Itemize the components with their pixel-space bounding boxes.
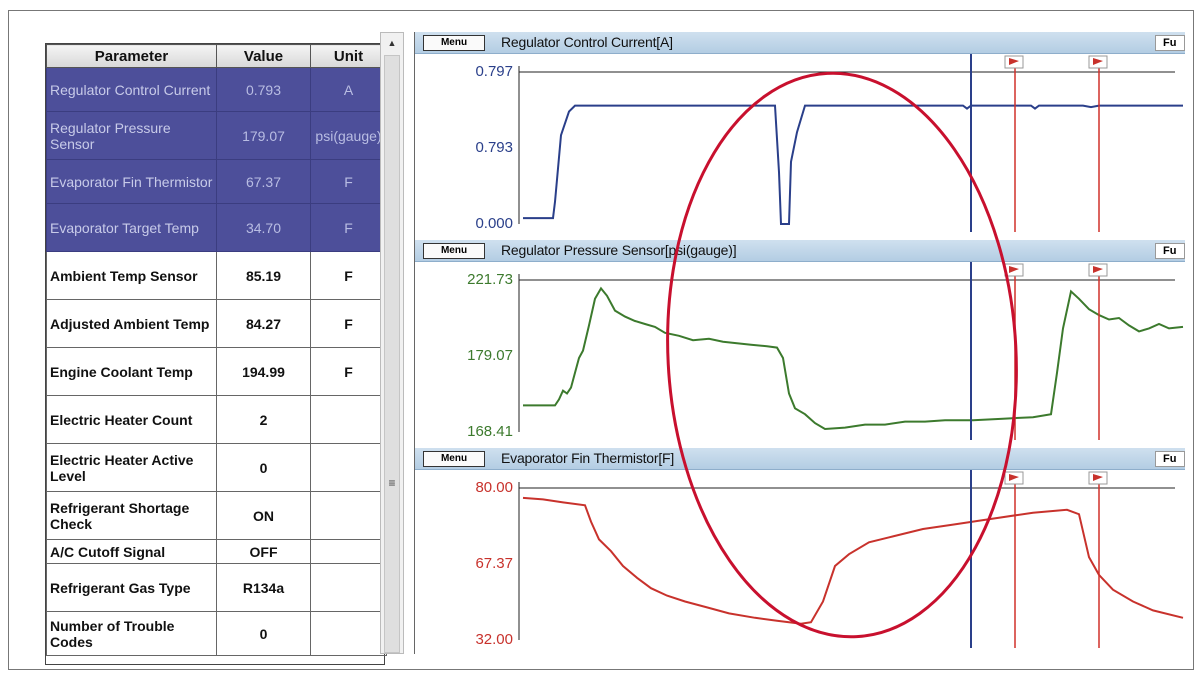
graph-full-button[interactable]: Fu	[1155, 243, 1185, 259]
graph-full-button[interactable]: Fu	[1155, 35, 1185, 51]
row-unit	[310, 395, 387, 444]
graph-title: Evaporator Fin Thermistor[F]	[501, 450, 675, 466]
row-unit	[310, 611, 387, 656]
graph-header: Menu Regulator Control Current[A] Fu	[415, 32, 1185, 54]
row-unit	[310, 539, 387, 564]
table-row[interactable]: Regulator Control Current 0.793 A	[46, 67, 387, 112]
row-value: 194.99	[216, 347, 311, 396]
row-unit	[310, 491, 387, 540]
row-unit	[310, 563, 387, 612]
row-parameter-name: Refrigerant Shortage Check	[46, 491, 217, 540]
graph-3: Menu Evaporator Fin Thermistor[F] Fu 80.00 6…	[415, 448, 1185, 654]
row-unit: F	[310, 159, 387, 204]
flag-icon	[1093, 474, 1103, 481]
y-tick-label: 0.797	[475, 63, 513, 80]
row-value: 0	[216, 611, 311, 656]
graph-2: Menu Regulator Pressure Sensor[psi(gauge)…	[415, 240, 1185, 446]
row-parameter-name: Number of Trouble Codes	[46, 611, 217, 656]
row-value: 84.27	[216, 299, 311, 348]
graph-title: Regulator Pressure Sensor[psi(gauge)]	[501, 242, 737, 258]
row-unit: F	[310, 299, 387, 348]
row-unit: F	[310, 347, 387, 396]
table-row[interactable]: Number of Trouble Codes 0	[46, 611, 387, 656]
row-value: 0	[216, 443, 311, 492]
row-unit: F	[310, 203, 387, 252]
graph-series-line	[523, 286, 1184, 431]
row-parameter-name: Engine Coolant Temp	[46, 347, 217, 396]
table-row[interactable]: Evaporator Fin Thermistor 67.37 F	[46, 159, 387, 204]
table-row[interactable]: A/C Cutoff Signal OFF	[46, 539, 387, 564]
y-tick-label: 221.73	[467, 271, 513, 288]
header-value[interactable]: Value	[216, 44, 311, 68]
row-value: ON	[216, 491, 311, 540]
table-row[interactable]: Regulator Pressure Sensor 179.07 psi(gauge…	[46, 111, 387, 160]
graph-title: Regulator Control Current[A]	[501, 34, 673, 50]
row-unit: F	[310, 251, 387, 300]
row-value: 0.793	[216, 67, 311, 112]
graph-menu-button[interactable]: Menu	[423, 451, 485, 467]
parameter-scrollbar[interactable]: ▲ ≡	[380, 32, 404, 654]
scroll-thumb[interactable]: ≡	[384, 55, 400, 653]
flag-icon	[1093, 58, 1103, 65]
graph-panel: Menu Regulator Control Current[A] Fu 0.797 0…	[414, 32, 1185, 654]
header-unit[interactable]: Unit	[310, 44, 387, 68]
row-parameter-name: Electric Heater Active Level	[46, 443, 217, 492]
graph-header: Menu Regulator Pressure Sensor[psi(gauge)…	[415, 240, 1185, 262]
row-value: 2	[216, 395, 311, 444]
row-parameter-name: Evaporator Target Temp	[46, 203, 217, 252]
y-tick-label: 179.07	[467, 347, 513, 364]
scroll-up-icon[interactable]: ▲	[387, 38, 397, 48]
grip-icon: ≡	[388, 476, 396, 490]
table-row[interactable]: Engine Coolant Temp 194.99 F	[46, 347, 387, 396]
row-value: 85.19	[216, 251, 311, 300]
graph-axis	[518, 66, 1175, 224]
y-tick-label: 168.41	[467, 423, 513, 440]
row-parameter-name: Regulator Pressure Sensor	[46, 111, 217, 160]
row-value: R134a	[216, 563, 311, 612]
graph-series-line	[522, 496, 1184, 625]
table-row[interactable]: Refrigerant Shortage Check ON	[46, 491, 387, 540]
flag-icon	[1093, 266, 1103, 273]
row-unit: A	[310, 67, 387, 112]
graph-menu-button[interactable]: Menu	[423, 243, 485, 259]
graph-series-line	[523, 104, 1183, 225]
row-value: 34.70	[216, 203, 311, 252]
graph-plot[interactable]: 0.797 0.793 0.000	[415, 54, 1185, 238]
header-parameter[interactable]: Parameter	[46, 44, 217, 68]
row-parameter-name: Refrigerant Gas Type	[46, 563, 217, 612]
data-list: Parameter Value Unit Regulator Control C…	[46, 44, 387, 656]
y-tick-label: 0.000	[475, 215, 513, 232]
row-parameter-name: Electric Heater Count	[46, 395, 217, 444]
table-row[interactable]: Electric Heater Count 2	[46, 395, 387, 444]
y-tick-label: 0.793	[475, 139, 513, 156]
row-parameter-name: Regulator Control Current	[46, 67, 217, 112]
table-row[interactable]: Adjusted Ambient Temp 84.27 F	[46, 299, 387, 348]
graph-1: Menu Regulator Control Current[A] Fu 0.797 0…	[415, 32, 1185, 238]
table-row[interactable]: Evaporator Target Temp 34.70 F	[46, 203, 387, 252]
row-parameter-name: A/C Cutoff Signal	[46, 539, 217, 564]
row-parameter-name: Adjusted Ambient Temp	[46, 299, 217, 348]
graph-plot[interactable]: 80.00 67.37 32.00	[415, 470, 1185, 654]
y-tick-label: 32.00	[475, 631, 513, 648]
row-parameter-name: Ambient Temp Sensor	[46, 251, 217, 300]
graph-header: Menu Evaporator Fin Thermistor[F] Fu	[415, 448, 1185, 470]
graph-axis	[518, 482, 1175, 640]
table-row[interactable]: Ambient Temp Sensor 85.19 F	[46, 251, 387, 300]
graph-plot[interactable]: 221.73 179.07 168.41	[415, 262, 1185, 446]
row-unit: psi(gauge)	[310, 111, 387, 160]
table-row[interactable]: Electric Heater Active Level 0	[46, 443, 387, 492]
y-tick-label: 67.37	[475, 555, 513, 572]
graph-menu-button[interactable]: Menu	[423, 35, 485, 51]
y-tick-label: 80.00	[475, 479, 513, 496]
flag-icon	[1009, 58, 1019, 65]
row-parameter-name: Evaporator Fin Thermistor	[46, 159, 217, 204]
row-value: 67.37	[216, 159, 311, 204]
row-value: OFF	[216, 539, 311, 564]
row-unit	[310, 443, 387, 492]
table-row[interactable]: Refrigerant Gas Type R134a	[46, 563, 387, 612]
parameter-table: Parameter Value Unit Regulator Control C…	[45, 43, 387, 665]
row-value: 179.07	[216, 111, 311, 160]
graph-full-button[interactable]: Fu	[1155, 451, 1185, 467]
